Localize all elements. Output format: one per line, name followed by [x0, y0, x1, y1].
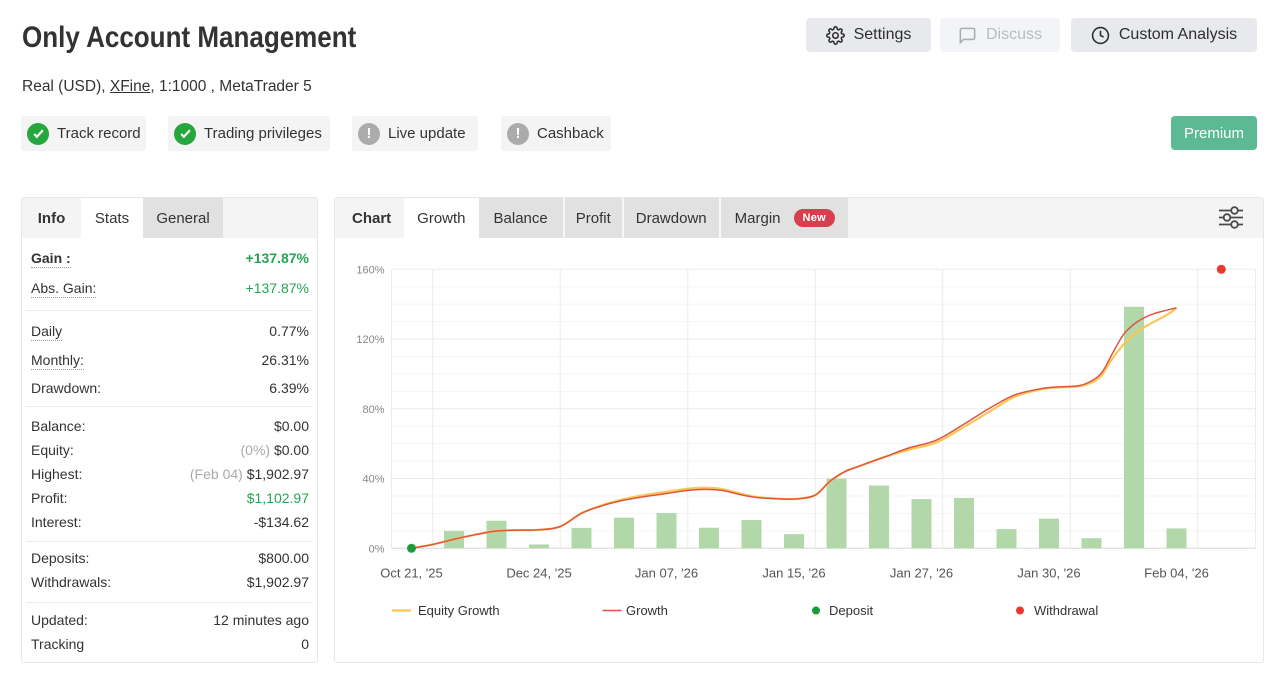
svg-text:120%: 120%	[356, 334, 384, 346]
svg-text:0%: 0%	[369, 543, 385, 555]
svg-text:Growth: Growth	[626, 603, 668, 618]
svg-text:Jan 15, '26: Jan 15, '26	[762, 566, 825, 581]
svg-text:Equity Growth: Equity Growth	[418, 603, 500, 618]
svg-text:Oct 21, '25: Oct 21, '25	[380, 566, 442, 581]
svg-text:Jan 07, '26: Jan 07, '26	[635, 566, 698, 581]
svg-text:Feb 04, '26: Feb 04, '26	[1144, 566, 1209, 581]
svg-text:Jan 27, '26: Jan 27, '26	[890, 566, 953, 581]
svg-text:80%: 80%	[362, 404, 384, 416]
svg-text:160%: 160%	[356, 264, 384, 276]
svg-text:40%: 40%	[362, 474, 384, 486]
svg-text:Withdrawal: Withdrawal	[1034, 603, 1098, 618]
svg-text:Jan 30, '26: Jan 30, '26	[1017, 566, 1080, 581]
svg-text:Dec 24, '25: Dec 24, '25	[506, 566, 571, 581]
svg-text:Deposit: Deposit	[829, 603, 873, 618]
